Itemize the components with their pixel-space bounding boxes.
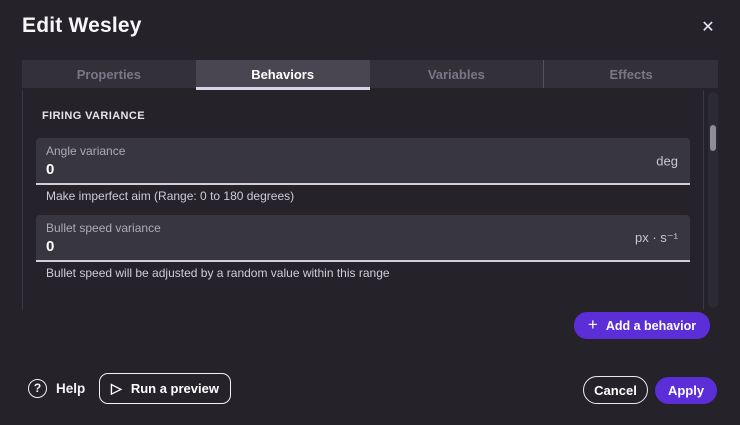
apply-label: Apply: [667, 383, 705, 398]
bullet-speed-variance-label: Bullet speed variance: [46, 221, 161, 235]
angle-variance-field[interactable]: Angle variance 0 deg: [36, 138, 690, 185]
angle-variance-hint: Make imperfect aim (Range: 0 to 180 degr…: [46, 189, 295, 203]
close-button[interactable]: ✕: [696, 15, 720, 39]
add-behavior-button[interactable]: + Add a behavior: [574, 312, 710, 339]
tab-properties[interactable]: Properties: [76, 66, 142, 82]
angle-variance-label: Angle variance: [46, 144, 126, 158]
page-title: Edit Wesley: [22, 14, 142, 37]
add-behavior-label: Add a behavior: [605, 318, 697, 333]
plus-icon: +: [587, 314, 598, 334]
angle-variance-unit: deg: [656, 153, 678, 168]
help-button[interactable]: ? Help: [28, 378, 85, 398]
behaviors-scroll-area: [22, 90, 704, 310]
bullet-speed-variance-field[interactable]: Bullet speed variance 0 px · s⁻¹: [36, 215, 690, 262]
bullet-speed-variance-unit: px · s⁻¹: [635, 229, 678, 245]
tab-behaviors[interactable]: Behaviors: [195, 60, 370, 90]
bullet-speed-variance-value[interactable]: 0: [46, 238, 55, 255]
cancel-button[interactable]: Cancel: [583, 376, 648, 404]
scrollbar-thumb[interactable]: [710, 125, 716, 151]
cancel-label: Cancel: [594, 382, 637, 398]
tab-variables[interactable]: Variables: [427, 66, 485, 82]
tab-bar: Properties Behaviors Variables Effects: [22, 60, 718, 90]
apply-button[interactable]: Apply: [655, 377, 717, 404]
scrollbar-track[interactable]: [708, 92, 718, 308]
help-label: Help: [56, 380, 86, 396]
tab-effects[interactable]: Effects: [543, 60, 718, 88]
close-icon: ✕: [701, 19, 715, 36]
run-preview-button[interactable]: ▷ Run a preview: [99, 373, 231, 404]
section-heading-firing-variance: FIRING VARIANCE: [42, 110, 145, 122]
play-icon: ▷: [111, 379, 122, 396]
help-icon: ?: [28, 378, 47, 398]
bullet-speed-variance-hint: Bullet speed will be adjusted by a rando…: [46, 266, 390, 280]
run-preview-label: Run a preview: [130, 381, 219, 396]
angle-variance-value[interactable]: 0: [46, 161, 55, 178]
